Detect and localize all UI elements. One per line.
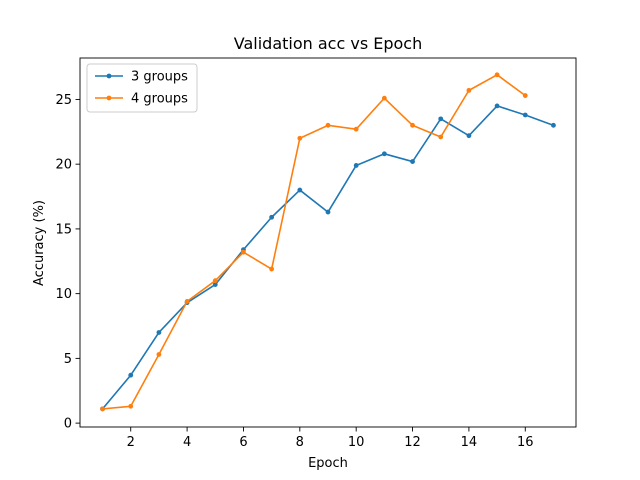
data-point-s1-17: [551, 122, 556, 128]
x-tick-label-6: 6: [239, 435, 247, 450]
x-tick-label-16: 16: [517, 435, 534, 450]
data-point-s2-2: [128, 403, 134, 409]
data-point-s1-5: [212, 282, 218, 287]
data-point-s1-3: [156, 330, 162, 335]
legend-marker-2: [106, 95, 112, 101]
y-tick-label-10: 10: [55, 287, 72, 302]
legend-marker-1: [106, 73, 112, 79]
data-point-s1-14: [466, 133, 472, 139]
data-point-s2-12: [410, 122, 415, 128]
y-tick-label-15: 15: [55, 222, 72, 237]
data-point-s1-15: [494, 103, 500, 109]
data-point-s2-9: [325, 122, 331, 128]
plot-frame: [79, 57, 577, 428]
data-point-s2-7: [269, 266, 275, 272]
data-point-s2-10: [353, 126, 359, 132]
data-point-s2-4: [184, 299, 190, 304]
data-point-s1-7: [269, 214, 275, 220]
y-tick-label-0: 0: [64, 417, 72, 432]
data-point-s2-15: [494, 72, 500, 78]
data-point-s2-14: [466, 87, 472, 93]
data-point-s2-1: [100, 406, 105, 412]
data-point-s2-8: [297, 135, 303, 141]
data-point-s2-5: [212, 278, 218, 284]
legend-label-1: 3 groups: [131, 70, 188, 85]
data-point-s1-16: [522, 112, 528, 118]
y-axis-label: Accuracy (%): [32, 200, 47, 286]
x-axis-label: Epoch: [308, 456, 348, 471]
legend: 3 groups 4 groups: [86, 63, 198, 113]
data-point-s2-16: [522, 93, 528, 98]
x-tick-label-14: 14: [461, 435, 478, 450]
y-tick-label-5: 5: [64, 352, 72, 367]
data-point-s1-8: [297, 187, 303, 193]
legend-label-2: 4 groups: [131, 92, 188, 107]
y-tick-label-25: 25: [55, 93, 72, 108]
x-tick-label-8: 8: [296, 435, 304, 450]
data-point-s2-13: [438, 134, 444, 140]
x-tick-label-2: 2: [127, 435, 135, 450]
data-point-s2-6: [241, 249, 246, 255]
data-point-s2-3: [156, 352, 162, 357]
data-point-s1-11: [381, 151, 387, 157]
data-point-s1-9: [325, 209, 331, 215]
data-point-s1-2: [128, 372, 134, 378]
chart-title: Validation acc vs Epoch: [234, 34, 422, 53]
data-point-s1-13: [438, 116, 444, 122]
data-point-s1-12: [410, 159, 415, 164]
x-tick-label-10: 10: [348, 435, 365, 450]
x-tick-label-12: 12: [404, 435, 421, 450]
y-tick-label-20: 20: [55, 158, 72, 173]
data-point-s1-10: [353, 163, 359, 168]
data-point-s2-11: [381, 95, 387, 101]
x-tick-label-4: 4: [183, 435, 191, 450]
series-line-2: [101, 74, 527, 410]
